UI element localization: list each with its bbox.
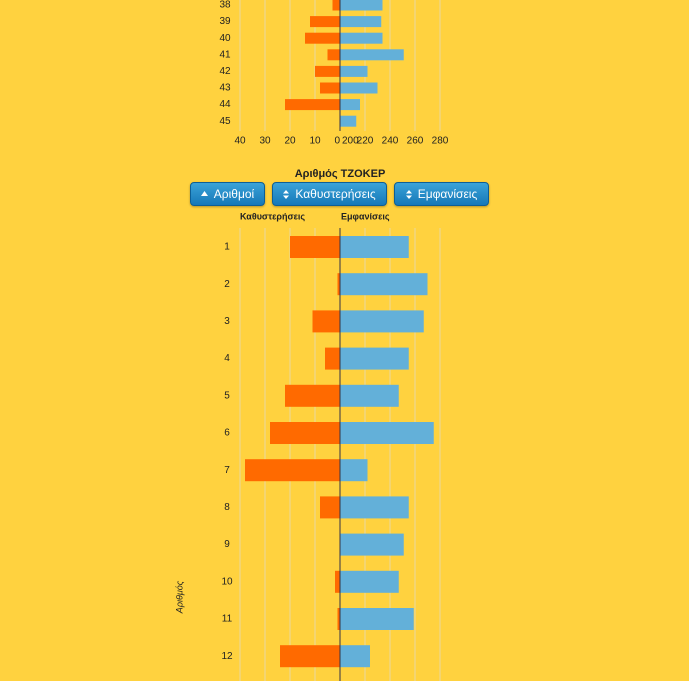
button-label: Καθυστερήσεις: [295, 187, 376, 201]
bar: [340, 32, 383, 44]
bar: [332, 0, 340, 11]
bar: [335, 570, 340, 593]
y-tick-label: 41: [219, 49, 231, 60]
bar: [285, 99, 340, 111]
y-tick-label: 5: [224, 390, 230, 401]
bar: [340, 347, 409, 370]
x-tick-label: 280: [432, 136, 449, 147]
bar: [270, 422, 340, 444]
bar: [340, 236, 409, 258]
bar: [325, 347, 340, 370]
y-tick-label: 11: [222, 614, 233, 625]
bar: [320, 82, 340, 94]
sort-button[interactable]: Αριθμοί: [190, 182, 265, 206]
bar: [340, 0, 383, 11]
bar: [340, 645, 370, 668]
bar: [320, 496, 340, 519]
bar: [337, 608, 340, 630]
y-tick-label: 44: [219, 99, 231, 110]
y-axis-label: Αριθμός: [174, 580, 184, 614]
bar: [340, 533, 404, 556]
bar: [340, 310, 424, 333]
bar: [280, 645, 340, 668]
y-tick-label: 39: [219, 16, 231, 27]
x-tick-label: 200: [342, 136, 359, 147]
bar: [340, 82, 378, 94]
bar: [305, 32, 340, 44]
bar: [245, 459, 340, 482]
button-label: Αριθμοί: [213, 187, 255, 201]
y-tick-label: 9: [224, 539, 230, 550]
bar: [312, 310, 340, 333]
y-tick-label: 4: [224, 353, 230, 364]
sort-button[interactable]: Εμφανίσεις: [394, 182, 489, 206]
y-tick-label: 7: [224, 465, 230, 476]
x-tick-label: 260: [407, 136, 424, 147]
bar: [340, 65, 368, 77]
bar: [340, 384, 399, 407]
bar: [340, 570, 399, 593]
legend-entry: Καθυστερήσεις: [240, 211, 305, 221]
y-tick-label: 2: [224, 279, 230, 290]
y-tick-label: 8: [224, 502, 230, 513]
y-tick-label: 38: [219, 0, 231, 11]
legend-entry: Εμφανίσεις: [341, 211, 390, 221]
y-tick-label: 42: [219, 66, 231, 77]
bar: [337, 273, 340, 296]
bar: [340, 273, 428, 296]
x-tick-label: 0: [334, 136, 340, 147]
x-tick-label: 20: [284, 136, 296, 147]
chart-title: Αριθμός ΤΖΟΚΕΡ: [295, 168, 386, 180]
bar: [310, 16, 340, 28]
y-tick-label: 3: [224, 316, 230, 327]
bar: [327, 49, 340, 61]
y-tick-label: 12: [221, 651, 233, 662]
bar: [340, 496, 409, 519]
y-tick-label: 43: [219, 83, 231, 94]
bar: [340, 422, 434, 444]
sort-icon: [283, 189, 290, 199]
bar: [285, 384, 340, 407]
x-tick-label: 10: [309, 136, 321, 147]
sort-icon: [405, 189, 412, 199]
y-tick-label: 40: [219, 33, 231, 44]
y-tick-label: 6: [224, 428, 230, 439]
bar: [315, 65, 340, 77]
bar: [340, 115, 357, 127]
sort-button[interactable]: Καθυστερήσεις: [272, 182, 387, 206]
bar: [340, 16, 382, 28]
x-tick-label: 30: [259, 136, 271, 147]
bar: [340, 459, 368, 482]
y-tick-label: 45: [219, 116, 231, 127]
bar: [340, 49, 404, 61]
x-tick-label: 220: [357, 136, 374, 147]
sort-icon: [200, 191, 208, 196]
x-tick-label: 240: [382, 136, 399, 147]
button-label: Εμφανίσεις: [417, 187, 478, 201]
y-tick-label: 10: [221, 576, 233, 587]
bar: [340, 608, 414, 630]
bar: [340, 99, 360, 111]
y-tick-label: 1: [224, 242, 230, 253]
x-tick-label: 40: [234, 136, 246, 147]
bar: [290, 236, 340, 258]
